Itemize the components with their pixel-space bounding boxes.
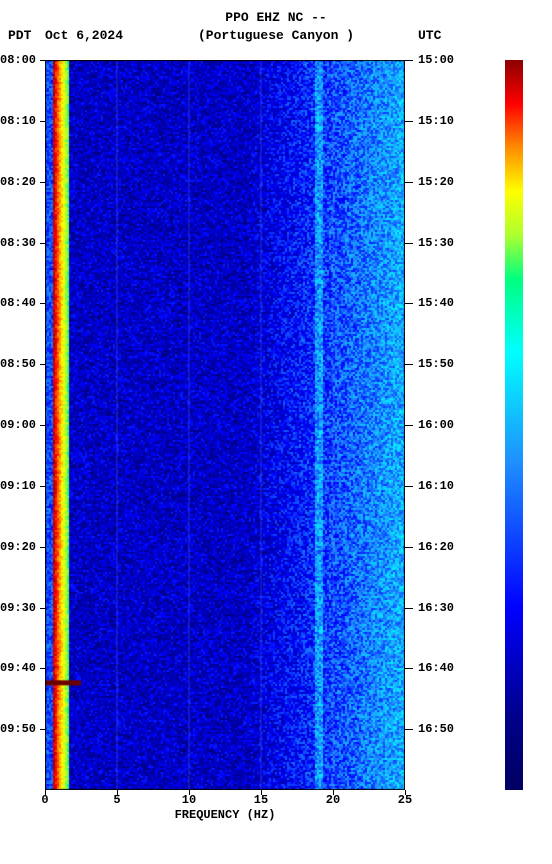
y-left-tick-label: 08:50	[0, 357, 44, 371]
y-right-tick-mark	[405, 547, 413, 548]
y-right-tick-label: 16:10	[418, 479, 454, 493]
y-right-tick-mark	[405, 60, 413, 61]
y-left-tick-label: 09:50	[0, 722, 44, 736]
x-tick-label: 15	[254, 793, 268, 807]
y-right-tick-label: 16:30	[418, 601, 454, 615]
x-tick-label: 25	[398, 793, 412, 807]
date-left-label: Oct 6,2024	[45, 28, 123, 43]
y-left-tick-label: 08:20	[0, 175, 44, 189]
x-tick-mark	[45, 790, 46, 795]
y-left-tick-label: 08:00	[0, 53, 44, 67]
y-right-tick-label: 15:40	[418, 296, 454, 310]
x-tick-mark	[189, 790, 190, 795]
y-right-tick-mark	[405, 668, 413, 669]
y-left-tick-mark	[40, 547, 45, 548]
x-tick-label: 0	[41, 793, 48, 807]
x-tick-mark	[405, 790, 406, 795]
y-right-tick-label: 15:20	[418, 175, 454, 189]
y-right-tick-label: 15:00	[418, 53, 454, 67]
y-left-tick-mark	[40, 60, 45, 61]
x-tick-label: 20	[326, 793, 340, 807]
y-right-tick-mark	[405, 303, 413, 304]
y-right-tick-mark	[405, 729, 413, 730]
y-right-tick-mark	[405, 425, 413, 426]
station-title: PPO EHZ NC --	[0, 10, 552, 25]
y-left-tick-mark	[40, 243, 45, 244]
y-right-tick-label: 16:00	[418, 418, 454, 432]
y-left-tick-label: 09:20	[0, 540, 44, 554]
y-left-tick-mark	[40, 182, 45, 183]
x-tick-label: 10	[182, 793, 196, 807]
y-left-tick-mark	[40, 303, 45, 304]
y-right-tick-mark	[405, 182, 413, 183]
y-right-tick-label: 15:50	[418, 357, 454, 371]
y-left-tick-mark	[40, 608, 45, 609]
y-left-tick-mark	[40, 486, 45, 487]
y-left-tick-label: 09:30	[0, 601, 44, 615]
y-right-tick-label: 15:30	[418, 236, 454, 250]
x-tick-mark	[333, 790, 334, 795]
y-right-tick-label: 16:20	[418, 540, 454, 554]
y-right-tick-mark	[405, 486, 413, 487]
spectrogram-plot	[45, 60, 405, 790]
x-tick-label: 5	[113, 793, 120, 807]
y-left-tick-mark	[40, 364, 45, 365]
y-left-tick-label: 08:40	[0, 296, 44, 310]
y-right-tick-mark	[405, 243, 413, 244]
tz-left-label: PDT	[8, 28, 31, 43]
y-left-tick-mark	[40, 121, 45, 122]
y-left-tick-label: 09:40	[0, 661, 44, 675]
y-left-tick-label: 09:10	[0, 479, 44, 493]
y-right-tick-mark	[405, 364, 413, 365]
y-right-tick-mark	[405, 121, 413, 122]
y-left-tick-label: 08:10	[0, 114, 44, 128]
y-left-tick-mark	[40, 668, 45, 669]
x-tick-mark	[261, 790, 262, 795]
tz-right-label: UTC	[418, 28, 441, 43]
y-left-tick-mark	[40, 729, 45, 730]
y-left-tick-label: 08:30	[0, 236, 44, 250]
x-axis-label: FREQUENCY (HZ)	[175, 808, 276, 822]
y-left-tick-label: 09:00	[0, 418, 44, 432]
y-right-tick-label: 16:40	[418, 661, 454, 675]
spectrogram-canvas	[45, 60, 405, 790]
y-right-tick-label: 16:50	[418, 722, 454, 736]
page-root: PPO EHZ NC -- (Portuguese Canyon ) PDT O…	[0, 0, 552, 864]
y-right-tick-mark	[405, 608, 413, 609]
x-tick-mark	[117, 790, 118, 795]
y-right-tick-label: 15:10	[418, 114, 454, 128]
y-left-tick-mark	[40, 425, 45, 426]
colorbar	[505, 60, 523, 790]
